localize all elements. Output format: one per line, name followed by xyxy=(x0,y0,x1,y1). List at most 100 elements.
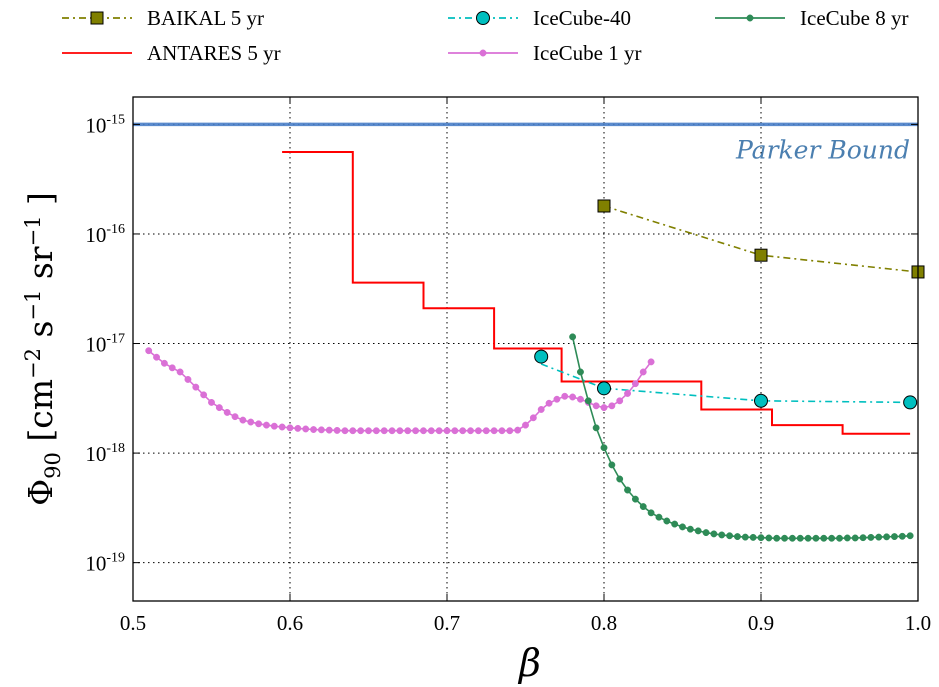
data-point-dot xyxy=(239,416,247,424)
data-point-dot xyxy=(726,532,734,540)
data-point-dot xyxy=(427,427,435,435)
data-point-dot xyxy=(435,427,443,435)
data-point-dot xyxy=(145,347,153,355)
data-point-dot xyxy=(828,534,836,542)
legend-item: IceCube 1 yr xyxy=(448,41,641,65)
legend-label: BAIKAL 5 yr xyxy=(147,6,264,30)
data-point-dot xyxy=(168,364,176,372)
data-point-dot xyxy=(577,368,584,376)
data-point-dot xyxy=(443,427,451,435)
series-line xyxy=(540,363,911,404)
data-point-dot xyxy=(734,533,741,541)
legend-label: IceCube 8 yr xyxy=(800,6,908,30)
data-point-dot xyxy=(749,533,757,541)
data-point-dot xyxy=(247,418,255,426)
data-point-dot xyxy=(773,534,781,542)
data-point-dot xyxy=(255,420,263,428)
series-layer xyxy=(145,151,925,542)
data-point-dot xyxy=(357,427,365,435)
data-point-dot xyxy=(317,426,325,434)
data-point-dot xyxy=(561,392,569,400)
series-baikal-5-yr xyxy=(597,199,925,279)
data-point-dot xyxy=(898,532,906,540)
data-point-dot xyxy=(624,390,631,397)
data-point-circle xyxy=(534,349,549,364)
data-point-dot xyxy=(349,427,357,435)
data-point-circle xyxy=(903,395,918,410)
data-point-dot xyxy=(820,534,828,542)
data-point-dot xyxy=(479,49,487,57)
data-point-dot xyxy=(231,413,239,421)
data-point-dot xyxy=(788,534,796,542)
data-point-dot xyxy=(741,533,749,541)
data-point-dot xyxy=(537,406,545,413)
y-tick-label: 10-17 xyxy=(85,332,125,357)
data-point-dot xyxy=(459,427,467,435)
data-point-dot xyxy=(584,397,592,405)
data-point-dot xyxy=(160,359,168,367)
data-point-dot xyxy=(592,424,600,432)
data-point-dot xyxy=(200,391,208,399)
x-tick-label: 1.0 xyxy=(905,611,931,635)
data-point-dot xyxy=(498,427,506,435)
data-point-dot xyxy=(522,421,529,429)
data-point-dot xyxy=(569,333,577,341)
data-point-dot xyxy=(396,427,404,435)
data-point-dot xyxy=(616,475,624,483)
data-point-dot xyxy=(639,503,647,511)
data-point-dot xyxy=(718,531,726,539)
data-point-dot xyxy=(380,427,388,435)
data-point-dot xyxy=(467,427,474,435)
data-point-dot xyxy=(883,533,891,541)
y-tick-label: 10-16 xyxy=(85,222,125,247)
x-axis-label: β xyxy=(517,641,541,685)
data-point-dot xyxy=(215,404,223,412)
plot-frame xyxy=(132,96,919,602)
data-point-dot xyxy=(679,523,686,531)
data-point-dot xyxy=(746,14,754,22)
data-point-dot xyxy=(341,427,349,435)
y-axis-label-text: Φ90 [cm−2 s−1 sr−1 ] xyxy=(21,192,65,506)
data-point-dot xyxy=(600,444,608,452)
data-point-dot xyxy=(286,424,294,432)
data-point-circle xyxy=(597,381,611,396)
data-point-dot xyxy=(223,408,231,416)
series-icecube-40 xyxy=(534,349,918,410)
data-point-dot xyxy=(631,495,639,503)
y-tick-label: 10-15 xyxy=(85,112,125,137)
data-point-square xyxy=(754,248,768,262)
data-point-dot xyxy=(757,534,765,542)
data-point-dot xyxy=(859,534,867,542)
data-point-dot xyxy=(702,529,710,537)
data-point-dot xyxy=(294,424,302,432)
data-point-dot xyxy=(647,358,655,366)
data-point-square xyxy=(90,11,104,25)
data-point-dot xyxy=(891,533,898,541)
data-point-dot xyxy=(616,397,624,405)
data-point-dot xyxy=(875,533,883,541)
series-line xyxy=(282,151,911,435)
data-point-dot xyxy=(694,527,702,535)
data-point-dot xyxy=(553,395,561,403)
data-point-dot xyxy=(325,426,333,434)
data-point-dot xyxy=(506,427,514,435)
legend-label: IceCube 1 yr xyxy=(533,41,641,65)
data-point-dot xyxy=(686,525,694,533)
data-point-dot xyxy=(671,520,679,528)
data-point-dot xyxy=(592,402,600,410)
data-point-dot xyxy=(184,375,192,383)
data-point-dot xyxy=(529,414,537,422)
series-antares-5-yr xyxy=(282,151,911,435)
data-point-dot xyxy=(388,427,396,435)
series-line xyxy=(571,336,911,540)
legend-item: ANTARES 5 yr xyxy=(62,41,281,65)
data-point-dot xyxy=(208,398,215,406)
data-point-dot xyxy=(545,399,553,407)
legend-item: IceCube-40 xyxy=(448,6,631,30)
data-point-dot xyxy=(569,393,577,401)
data-point-dot xyxy=(843,534,851,542)
series-line xyxy=(148,350,652,432)
data-point-dot xyxy=(451,427,459,435)
data-point-dot xyxy=(812,534,820,542)
x-tick-label: 0.6 xyxy=(277,611,303,635)
